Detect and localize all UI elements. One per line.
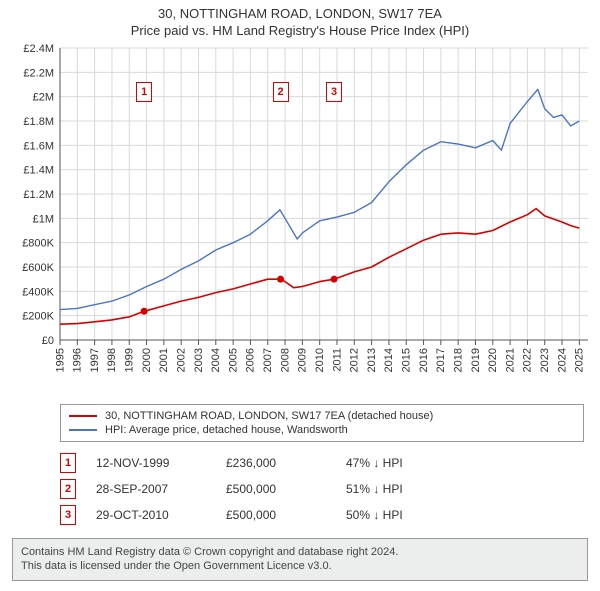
sales-delta: 51% ↓ HPI <box>346 482 466 496</box>
svg-text:£2M: £2M <box>33 92 54 104</box>
svg-text:£1.2M: £1.2M <box>23 189 54 201</box>
chart-callout-3: 3 <box>326 82 342 102</box>
legend-item-0: 30, NOTTINGHAM ROAD, LONDON, SW17 7EA (d… <box>69 409 575 423</box>
svg-text:2012: 2012 <box>349 348 361 372</box>
svg-text:2023: 2023 <box>539 348 551 372</box>
sales-date: 12-NOV-1999 <box>96 456 226 470</box>
legend: 30, NOTTINGHAM ROAD, LONDON, SW17 7EA (d… <box>60 404 584 442</box>
svg-text:£1.8M: £1.8M <box>23 116 54 128</box>
sales-marker: 1 <box>60 453 76 473</box>
sales-marker: 2 <box>60 479 76 499</box>
svg-text:2004: 2004 <box>210 348 222 372</box>
svg-text:£2.2M: £2.2M <box>23 67 54 79</box>
svg-text:2009: 2009 <box>297 348 309 372</box>
svg-text:£1M: £1M <box>33 213 54 225</box>
sales-date: 29-OCT-2010 <box>96 508 226 522</box>
title-area: 30, NOTTINGHAM ROAD, LONDON, SW17 7EA Pr… <box>0 0 600 40</box>
svg-text:2013: 2013 <box>366 348 378 372</box>
svg-text:2007: 2007 <box>262 348 274 372</box>
sales-delta: 47% ↓ HPI <box>346 456 466 470</box>
svg-text:£800K: £800K <box>22 238 54 250</box>
svg-text:2014: 2014 <box>383 348 395 372</box>
svg-text:£600K: £600K <box>22 262 54 274</box>
svg-text:2010: 2010 <box>314 348 326 372</box>
sales-date: 28-SEP-2007 <box>96 482 226 496</box>
title-line-1: 30, NOTTINGHAM ROAD, LONDON, SW17 7EA <box>0 6 600 21</box>
svg-text:1995: 1995 <box>54 348 66 372</box>
legend-swatch <box>69 429 97 431</box>
svg-text:£400K: £400K <box>22 286 54 298</box>
svg-text:2022: 2022 <box>522 348 534 372</box>
sales-delta: 50% ↓ HPI <box>346 508 466 522</box>
svg-text:2021: 2021 <box>504 348 516 372</box>
legend-swatch <box>69 415 97 417</box>
svg-text:£1.6M: £1.6M <box>23 140 54 152</box>
svg-text:2003: 2003 <box>193 348 205 372</box>
sales-table: 1 12-NOV-1999£236,00047% ↓ HPI 2 28-SEP-200… <box>60 450 584 528</box>
sales-row: 1 12-NOV-1999£236,00047% ↓ HPI <box>60 450 584 476</box>
legend-label: 30, NOTTINGHAM ROAD, LONDON, SW17 7EA (d… <box>105 410 433 422</box>
footer-line-1: Contains HM Land Registry data © Crown c… <box>21 545 579 559</box>
legend-label: HPI: Average price, detached house, Wand… <box>105 424 348 436</box>
svg-text:£0: £0 <box>42 335 54 347</box>
chart-callout-2: 2 <box>273 82 289 102</box>
svg-text:2006: 2006 <box>245 348 257 372</box>
title-line-2: Price paid vs. HM Land Registry's House … <box>0 23 600 38</box>
sales-row: 2 28-SEP-2007£500,00051% ↓ HPI <box>60 476 584 502</box>
sales-price: £500,000 <box>226 482 346 496</box>
svg-text:2020: 2020 <box>487 348 499 372</box>
svg-text:£1.4M: £1.4M <box>23 165 54 177</box>
svg-text:2019: 2019 <box>470 348 482 372</box>
legend-item-1: HPI: Average price, detached house, Wand… <box>69 423 575 437</box>
page-container: 30, NOTTINGHAM ROAD, LONDON, SW17 7EA Pr… <box>0 0 600 581</box>
chart-svg: £0 £200K £400K £600K £800K £1M £1.2M £1.4M £1.6M… <box>0 40 600 400</box>
svg-text:2005: 2005 <box>227 348 239 372</box>
chart-callout-1: 1 <box>136 82 152 102</box>
svg-text:2001: 2001 <box>158 348 170 372</box>
svg-text:2025: 2025 <box>574 348 586 372</box>
footer-line-2: This data is licensed under the Open Gov… <box>21 559 579 573</box>
svg-text:2011: 2011 <box>331 348 343 372</box>
sales-price: £236,000 <box>226 456 346 470</box>
svg-text:£200K: £200K <box>22 311 54 323</box>
sales-price: £500,000 <box>226 508 346 522</box>
svg-text:£2.4M: £2.4M <box>23 43 54 55</box>
svg-text:2000: 2000 <box>141 348 153 372</box>
svg-text:2002: 2002 <box>175 348 187 372</box>
svg-text:1996: 1996 <box>72 348 84 372</box>
chart: £0 £200K £400K £600K £800K £1M £1.2M £1.4M £1.6M… <box>0 40 600 400</box>
svg-text:1999: 1999 <box>124 348 136 372</box>
svg-text:2017: 2017 <box>435 348 447 372</box>
svg-text:1997: 1997 <box>89 348 101 372</box>
svg-text:2016: 2016 <box>418 348 430 372</box>
svg-text:1998: 1998 <box>106 348 118 372</box>
sales-row: 3 29-OCT-2010£500,00050% ↓ HPI <box>60 502 584 528</box>
svg-text:2015: 2015 <box>401 348 413 372</box>
sales-marker: 3 <box>60 505 76 525</box>
svg-text:2018: 2018 <box>452 348 464 372</box>
svg-text:2024: 2024 <box>556 348 568 372</box>
footer: Contains HM Land Registry data © Crown c… <box>12 538 588 581</box>
svg-text:2008: 2008 <box>279 348 291 372</box>
